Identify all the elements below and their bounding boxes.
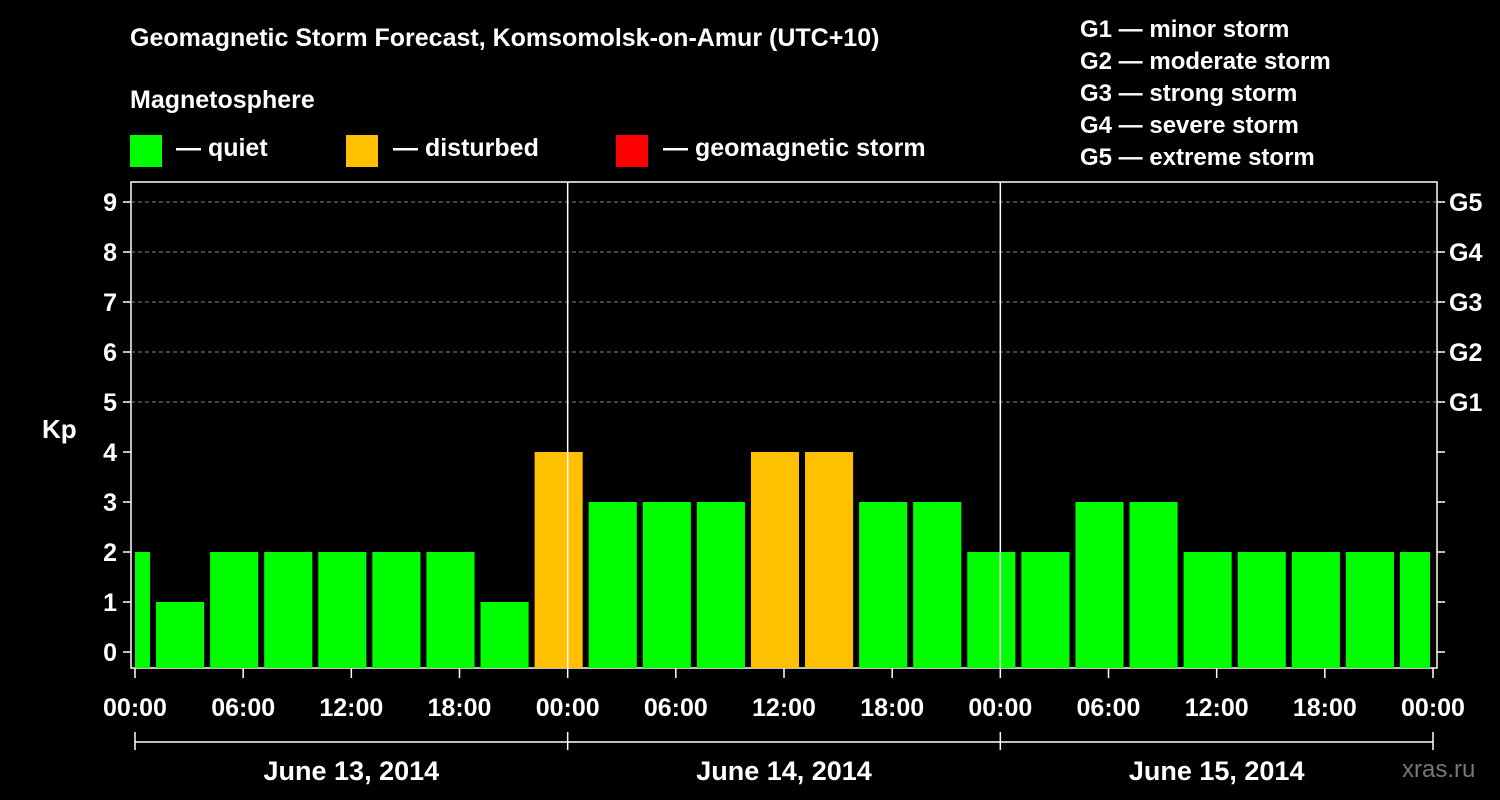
y-tick-label: 5	[103, 389, 117, 417]
day-label: June 15, 2014	[1129, 756, 1305, 786]
x-tick-label: 12:00	[752, 694, 816, 722]
y-tick-label: 1	[103, 589, 117, 617]
kp-bar	[1075, 502, 1124, 668]
kp-bar	[913, 502, 962, 668]
x-tick-label: 00:00	[103, 694, 167, 722]
kp-bar	[588, 502, 637, 668]
storm-level-g2: G2 — moderate storm	[1080, 48, 1331, 75]
chart-title: Geomagnetic Storm Forecast, Komsomolsk-o…	[130, 24, 880, 52]
day-label: June 14, 2014	[696, 756, 872, 786]
magnetosphere-label: Magnetosphere	[130, 86, 315, 114]
y-axis-label: Kp	[42, 414, 77, 444]
storm-level-tick-label: G5	[1449, 189, 1482, 217]
storm-level-legend: G1 — minor storm G2 — moderate storm G3 …	[1080, 14, 1331, 174]
kp-bar	[318, 552, 367, 668]
legend-swatch-disturbed	[346, 135, 378, 167]
watermark: xras.ru	[1402, 756, 1476, 783]
y-tick-label: 7	[103, 289, 117, 317]
storm-level-tick-label: G1	[1449, 389, 1482, 417]
x-tick-label: 00:00	[1401, 694, 1465, 722]
x-tick-label: 06:00	[1077, 694, 1141, 722]
y-tick-label: 2	[103, 539, 117, 567]
x-tick-label: 06:00	[211, 694, 275, 722]
kp-bar	[264, 552, 313, 668]
y-tick-label: 6	[103, 339, 117, 367]
kp-bar	[1129, 502, 1178, 668]
legend-swatch-storm	[616, 135, 648, 167]
legend-label-disturbed: — disturbed	[393, 134, 539, 162]
storm-level-tick-label: G3	[1449, 289, 1482, 317]
day-label: June 13, 2014	[264, 756, 440, 786]
storm-level-g1: G1 — minor storm	[1080, 16, 1290, 43]
kp-bar	[534, 452, 583, 668]
storm-level-tick-label: G2	[1449, 339, 1482, 367]
legend-label-quiet: — quiet	[176, 134, 268, 162]
x-tick-label: 18:00	[1293, 694, 1357, 722]
x-tick-label: 00:00	[536, 694, 600, 722]
kp-bar	[750, 452, 800, 668]
x-tick-label: 12:00	[1185, 694, 1249, 722]
kp-bar	[480, 602, 529, 668]
y-tick-label: 9	[103, 189, 117, 217]
kp-bar	[1183, 552, 1232, 668]
kp-bar	[1021, 552, 1070, 668]
y-tick-label: 0	[103, 639, 117, 667]
kp-bar	[135, 552, 151, 668]
kp-bar	[859, 502, 908, 668]
kp-bar	[1237, 552, 1286, 668]
storm-level-g3: G3 — strong storm	[1080, 80, 1298, 107]
y-tick-label: 8	[103, 239, 117, 267]
kp-bar	[805, 452, 854, 668]
legend-label-storm: — geomagnetic storm	[663, 134, 926, 162]
kp-bar	[967, 552, 1016, 668]
x-tick-label: 00:00	[968, 694, 1032, 722]
x-tick-label: 18:00	[860, 694, 924, 722]
kp-bar	[426, 552, 475, 668]
kp-bar	[1345, 552, 1394, 668]
legend-swatch-quiet	[130, 135, 162, 167]
y-tick-label: 4	[103, 439, 117, 467]
y-tick-label: 3	[103, 489, 117, 517]
kp-bar	[1399, 552, 1430, 668]
storm-level-tick-label: G4	[1449, 239, 1482, 267]
kp-bar	[156, 602, 205, 668]
kp-bar	[696, 502, 745, 668]
kp-bar	[372, 552, 421, 668]
kp-bar	[210, 552, 259, 668]
storm-level-g4: G4 — severe storm	[1080, 112, 1299, 139]
x-tick-label: 12:00	[319, 694, 383, 722]
kp-bar	[642, 502, 691, 668]
storm-level-g5: G5 — extreme storm	[1080, 144, 1315, 171]
kp-bar	[1291, 552, 1340, 668]
x-tick-label: 18:00	[428, 694, 492, 722]
x-tick-label: 06:00	[644, 694, 708, 722]
